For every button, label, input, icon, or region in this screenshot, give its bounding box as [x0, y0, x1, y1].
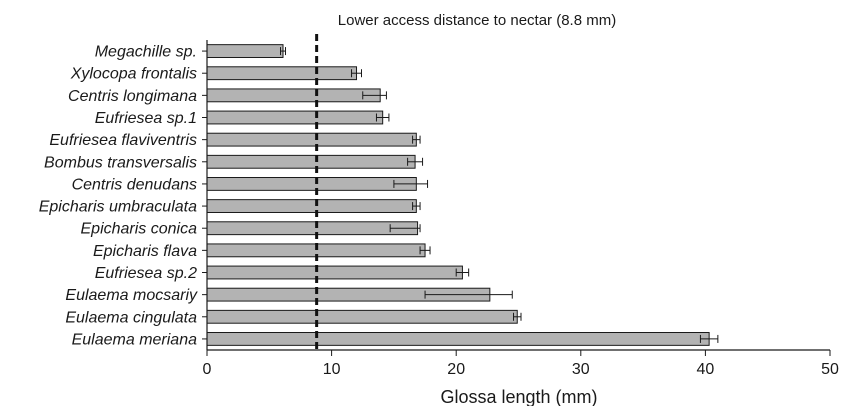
error-bar	[393, 179, 429, 188]
x-tick-label: 40	[697, 361, 715, 378]
error-bar	[699, 334, 719, 343]
error-bar	[412, 135, 421, 144]
x-tick-label: 30	[572, 361, 590, 378]
error-bar	[362, 91, 387, 100]
category-label: Eulaema meriana	[72, 331, 198, 348]
category-label: Eulaema cingulata	[65, 309, 197, 326]
error-bar	[351, 69, 363, 78]
error-bar	[375, 113, 390, 122]
bar	[206, 221, 419, 236]
x-tick-label: 20	[447, 361, 465, 378]
error-bar	[407, 157, 424, 166]
category-label: Eulaema mocsariy	[65, 287, 198, 304]
category-label: Centris longimana	[68, 88, 197, 105]
category-label: Eufriesea sp.1	[95, 110, 197, 127]
category-label: Epicharis conica	[81, 221, 198, 238]
bar	[206, 88, 381, 103]
category-label: Centris denudans	[72, 176, 197, 193]
error-bar	[412, 202, 421, 211]
x-axis-title: Glossa length (mm)	[440, 387, 597, 406]
error-bar	[513, 312, 522, 321]
bar	[206, 265, 463, 280]
x-tick-label: 0	[203, 361, 212, 378]
x-tick-label: 10	[323, 361, 341, 378]
bar	[206, 154, 416, 169]
bar	[206, 132, 417, 147]
error-bar	[424, 290, 513, 299]
bar	[206, 199, 417, 213]
x-tick-label: 50	[821, 361, 839, 378]
error-bar	[280, 47, 286, 56]
bar	[206, 66, 358, 81]
bar	[206, 110, 384, 125]
bar	[206, 44, 284, 58]
bar	[206, 309, 518, 324]
category-label: Bombus transversalis	[44, 154, 197, 171]
category-label: Eufriesea sp.2	[95, 265, 197, 282]
category-label: Epicharis umbraculata	[39, 199, 197, 216]
error-bar	[419, 246, 431, 255]
category-label: Megachille sp.	[95, 44, 197, 61]
error-bar	[455, 268, 470, 277]
category-label: Epicharis flava	[93, 243, 197, 260]
reference-line-annotation: Lower access distance to nectar (8.8 mm)	[338, 12, 616, 29]
bar	[206, 332, 710, 346]
bar	[206, 177, 417, 191]
error-bar	[389, 224, 421, 233]
category-label: Xylocopa frontalis	[70, 66, 197, 83]
category-label: Eufriesea flaviventris	[49, 132, 197, 149]
